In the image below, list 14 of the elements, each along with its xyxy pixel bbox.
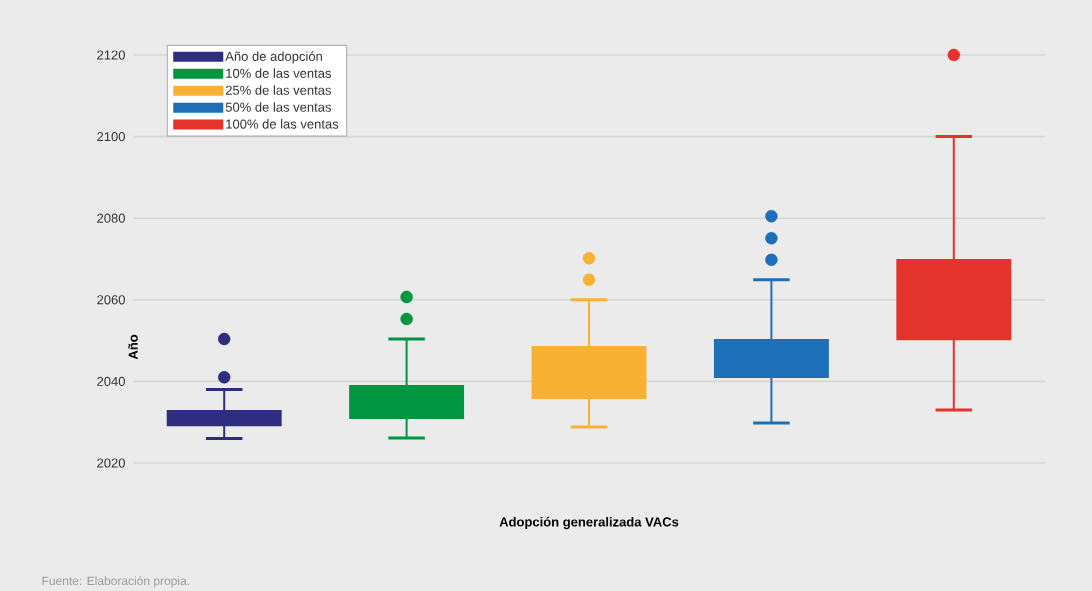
legend-label: 50% de las ventas [225, 102, 331, 112]
legend-label: 100% de las ventas [226, 119, 339, 129]
y-tick-label: 2040 [97, 376, 125, 386]
y-axis-title: Año [128, 334, 138, 360]
x-axis-title: Adopción generalizada VACs [499, 516, 679, 530]
legend-label: 25% de las ventas [225, 85, 331, 95]
y-tick-label: 2100 [97, 131, 125, 142]
y-tick-label: 2060 [97, 295, 125, 305]
legend-label: Año de adopción [225, 51, 322, 64]
source-note: Fuente: Elaboración propia. [42, 576, 189, 588]
legend-label: 10% de las ventas [226, 68, 331, 78]
y-tick-label: 2080 [97, 213, 125, 223]
y-tick-label: 2020 [97, 458, 125, 468]
y-tick-label: 2120 [97, 50, 125, 60]
